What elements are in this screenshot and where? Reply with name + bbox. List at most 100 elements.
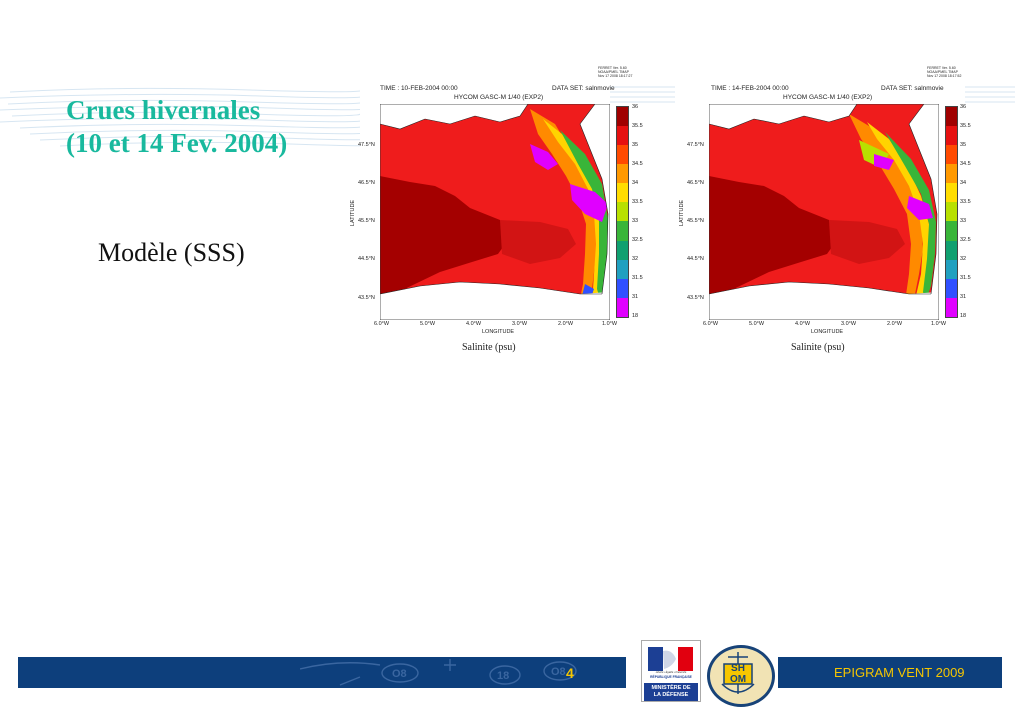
anchor-icon bbox=[721, 652, 755, 694]
colorbar bbox=[616, 106, 629, 318]
slide-title: Crues hivernales (10 et 14 Fev. 2004) bbox=[66, 94, 287, 160]
map-dataset: DATA SET: salnmovie bbox=[552, 85, 615, 92]
colorbar-segment bbox=[617, 107, 628, 127]
x-tick: 4.0°W bbox=[795, 321, 811, 327]
x-tick: 6.0°W bbox=[703, 321, 719, 327]
wave-decoration-mid bbox=[610, 86, 675, 103]
colorbar-segment bbox=[617, 297, 628, 317]
y-tick: 43.5°N bbox=[358, 295, 375, 301]
colorbar-label: 34.5 bbox=[960, 161, 971, 167]
colorbar-label: 31 bbox=[632, 294, 639, 300]
colorbar-segment bbox=[617, 202, 628, 222]
colorbar-segment bbox=[946, 145, 957, 165]
marianne-icon bbox=[644, 647, 698, 701]
colorbar-segment bbox=[617, 145, 628, 165]
svg-text:O8: O8 bbox=[392, 668, 407, 680]
map-plot bbox=[709, 104, 939, 320]
y-tick: 47.5°N bbox=[358, 142, 375, 148]
colorbar-label: 35 bbox=[632, 142, 639, 148]
colorbar-label: 18 bbox=[960, 313, 967, 319]
y-axis-label: LATITUDE bbox=[350, 199, 357, 227]
colorbar-segment bbox=[946, 183, 957, 203]
title-line-2: (10 et 14 Fev. 2004) bbox=[66, 128, 288, 158]
x-tick: 2.0°W bbox=[887, 321, 903, 327]
x-tick: 3.0°W bbox=[512, 321, 528, 327]
slide-subtitle: Modèle (SSS) bbox=[98, 238, 245, 267]
y-tick: 43.5°N bbox=[687, 295, 704, 301]
y-tick: 44.5°N bbox=[358, 256, 375, 262]
svg-text:18: 18 bbox=[497, 670, 509, 682]
ministry-logo: Liberté • Égalité • Fraternité RÉPUBLIQU… bbox=[641, 640, 701, 702]
x-tick: 1.0°W bbox=[602, 321, 618, 327]
colorbar-label: 36 bbox=[632, 104, 639, 110]
republic-label: RÉPUBLIQUE FRANÇAISE bbox=[650, 675, 692, 679]
map-time: TIME : 14-FEB-2004 00:00 bbox=[711, 85, 789, 92]
map-stamp: FERRET Ver. 5.60 NOAA/PMEL TMAP Nov 17 2… bbox=[598, 66, 633, 78]
colorbar-label: 35.5 bbox=[632, 123, 643, 129]
x-tick: 3.0°W bbox=[841, 321, 857, 327]
colorbar-segment bbox=[617, 221, 628, 241]
x-tick: 2.0°W bbox=[558, 321, 574, 327]
x-tick: 1.0°W bbox=[931, 321, 947, 327]
y-tick: 44.5°N bbox=[687, 256, 704, 262]
colorbar-segment bbox=[946, 107, 957, 127]
colorbar-label: 18 bbox=[632, 313, 639, 319]
colorbar-label: 34.5 bbox=[632, 161, 643, 167]
svg-text:O8: O8 bbox=[551, 666, 566, 678]
map-caption: Salinite (psu) bbox=[462, 342, 516, 353]
colorbar-segment bbox=[617, 164, 628, 184]
colorbar-segment bbox=[946, 259, 957, 279]
colorbar-label: 33.5 bbox=[632, 199, 643, 205]
x-tick: 5.0°W bbox=[749, 321, 765, 327]
colorbar-segment bbox=[617, 278, 628, 298]
map-time: TIME : 10-FEB-2004 00:00 bbox=[380, 85, 458, 92]
colorbar-label: 31.5 bbox=[632, 275, 643, 281]
footer-project-text: EPIGRAM VENT 2009 bbox=[834, 665, 965, 680]
colorbar-segment bbox=[946, 221, 957, 241]
map-caption: Salinite (psu) bbox=[791, 342, 845, 353]
y-tick: 46.5°N bbox=[687, 180, 704, 186]
x-tick: 6.0°W bbox=[374, 321, 390, 327]
y-tick: 47.5°N bbox=[687, 142, 704, 148]
colorbar-label: 33 bbox=[632, 218, 639, 224]
colorbar-label: 33 bbox=[960, 218, 967, 224]
colorbar bbox=[945, 106, 958, 318]
colorbar-segment bbox=[946, 278, 957, 298]
colorbar-label: 35.5 bbox=[960, 123, 971, 129]
colorbar-label: 33.5 bbox=[960, 199, 971, 205]
page-number: 4 bbox=[566, 665, 574, 681]
colorbar-segment bbox=[617, 183, 628, 203]
colorbar-segment bbox=[946, 202, 957, 222]
colorbar-label: 32 bbox=[960, 256, 967, 262]
footer-chart-decoration: O8 18 O8 bbox=[300, 659, 577, 686]
colorbar-segment bbox=[946, 240, 957, 260]
y-tick: 46.5°N bbox=[358, 180, 375, 186]
x-tick: 4.0°W bbox=[466, 321, 482, 327]
colorbar-label: 31.5 bbox=[960, 275, 971, 281]
y-axis-label: LATITUDE bbox=[679, 199, 686, 227]
colorbar-segment bbox=[946, 164, 957, 184]
colorbar-label: 35 bbox=[960, 142, 967, 148]
ministry-label: MINISTÈRE DE LA DÉFENSE bbox=[651, 685, 691, 698]
shom-logo: SH OM bbox=[707, 645, 775, 707]
colorbar-segment bbox=[617, 126, 628, 146]
map-plot bbox=[380, 104, 610, 320]
map-stamp: FERRET Ver. 5.60 NOAA/PMEL TMAP Nov 17 2… bbox=[927, 66, 962, 78]
colorbar-label: 34 bbox=[960, 180, 967, 186]
colorbar-segment bbox=[617, 259, 628, 279]
colorbar-label: 36 bbox=[960, 104, 967, 110]
map-dataset: DATA SET: salnmovie bbox=[881, 85, 944, 92]
shom-text: SH OM bbox=[729, 663, 747, 685]
colorbar-label: 32.5 bbox=[960, 237, 971, 243]
colorbar-label: 34 bbox=[632, 180, 639, 186]
x-axis-label: LONGITUDE bbox=[482, 329, 515, 335]
y-tick: 45.5°N bbox=[687, 218, 704, 224]
title-line-1: Crues hivernales bbox=[66, 95, 261, 125]
colorbar-segment bbox=[946, 126, 957, 146]
colorbar-label: 31 bbox=[960, 294, 967, 300]
wave-decoration-right bbox=[965, 86, 1015, 103]
y-tick: 45.5°N bbox=[358, 218, 375, 224]
wave-decoration-left bbox=[0, 87, 360, 147]
footer-bar-left bbox=[18, 657, 626, 688]
map-model: HYCOM GASC-M 1/40 (EXP2) bbox=[454, 94, 544, 101]
